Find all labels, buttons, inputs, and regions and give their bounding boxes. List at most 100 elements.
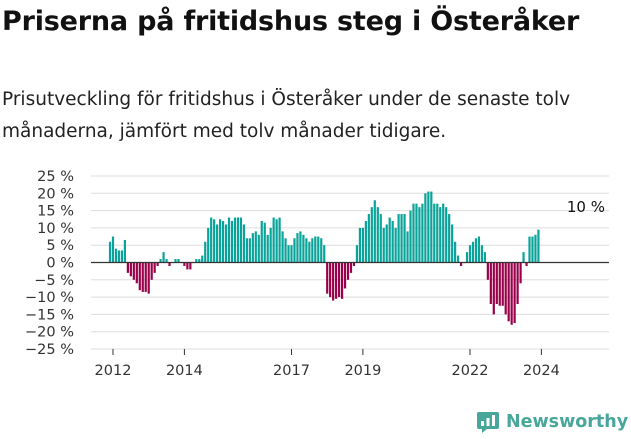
bar	[445, 207, 448, 263]
bar	[242, 224, 245, 263]
bar	[528, 236, 531, 263]
bar	[257, 234, 260, 263]
bar	[421, 203, 424, 263]
bar	[111, 236, 115, 263]
bar	[361, 227, 364, 263]
bar	[451, 224, 454, 263]
bar	[183, 262, 186, 266]
x-tick-label: 2019	[344, 363, 381, 379]
bar	[224, 224, 228, 263]
bar	[233, 217, 237, 263]
bar	[400, 214, 403, 263]
bar	[302, 234, 305, 263]
bar	[120, 250, 124, 263]
bar	[329, 262, 332, 298]
bar	[123, 240, 126, 263]
bar	[507, 262, 510, 322]
bar	[338, 262, 341, 298]
bar	[210, 217, 213, 263]
bar	[534, 234, 537, 263]
bar	[281, 231, 284, 263]
bar	[424, 193, 427, 263]
bar	[340, 262, 344, 299]
bar	[114, 248, 118, 263]
bar	[459, 262, 463, 266]
bar	[457, 255, 460, 263]
page-title: Priserna på fritidshus steg i Österåker	[2, 6, 580, 37]
bar	[519, 262, 522, 284]
bar	[332, 262, 335, 301]
bar	[308, 241, 311, 263]
y-tick-label: 0 %	[46, 256, 74, 272]
bar	[537, 229, 540, 263]
bar	[412, 203, 415, 263]
y-tick-label: −15 %	[25, 307, 74, 323]
y-tick-label: 25 %	[37, 169, 74, 185]
bar	[162, 252, 165, 263]
bar	[355, 245, 359, 263]
bar	[293, 238, 296, 263]
bar	[513, 262, 516, 324]
bar	[501, 262, 504, 306]
bar	[299, 231, 302, 263]
bar	[474, 238, 478, 263]
bar	[504, 262, 507, 315]
bar	[486, 262, 489, 280]
bar	[284, 238, 287, 263]
bar	[483, 252, 486, 263]
bar	[379, 214, 382, 263]
bar	[266, 234, 269, 263]
x-tick-label: 2022	[452, 363, 489, 379]
bar	[251, 233, 254, 263]
bar	[311, 238, 314, 263]
bar	[516, 262, 519, 305]
newsworthy-logo-icon	[477, 412, 499, 433]
bar	[358, 227, 362, 263]
bar	[531, 236, 534, 263]
bar	[168, 262, 171, 266]
bar	[219, 219, 222, 263]
x-axis: 2012 2014 2017 2019 2022 2024	[95, 349, 560, 379]
bar	[159, 259, 162, 263]
y-tick-label: 20 %	[37, 186, 74, 202]
bar	[415, 203, 418, 263]
bar	[260, 220, 263, 263]
bar	[186, 262, 189, 270]
bar	[108, 241, 112, 263]
bar	[207, 227, 210, 263]
bar	[427, 191, 430, 263]
bar	[227, 217, 231, 263]
bar	[230, 220, 234, 263]
bar	[433, 203, 436, 263]
bar	[364, 220, 367, 263]
bar	[236, 217, 240, 263]
bar	[370, 207, 373, 263]
bar	[305, 238, 308, 263]
bar	[275, 219, 278, 263]
bar	[489, 262, 492, 305]
y-tick-label: 10 %	[37, 221, 74, 237]
bars	[108, 191, 540, 325]
bar	[454, 241, 457, 263]
bar	[343, 262, 347, 289]
bar	[352, 262, 356, 266]
bar	[290, 245, 293, 263]
bar	[403, 214, 406, 263]
bar	[320, 238, 323, 263]
bar	[349, 262, 353, 273]
bar	[406, 231, 409, 263]
bar	[525, 262, 528, 266]
bar	[278, 217, 281, 263]
bar	[126, 262, 129, 273]
bar	[201, 255, 204, 263]
bar	[156, 262, 159, 266]
bar	[510, 262, 513, 325]
bar	[388, 217, 391, 263]
y-tick-label: −10 %	[25, 290, 74, 306]
bar	[296, 233, 299, 263]
bar	[147, 262, 150, 294]
x-tick-label: 2017	[273, 363, 310, 379]
bar	[465, 252, 469, 263]
bar	[471, 241, 475, 263]
